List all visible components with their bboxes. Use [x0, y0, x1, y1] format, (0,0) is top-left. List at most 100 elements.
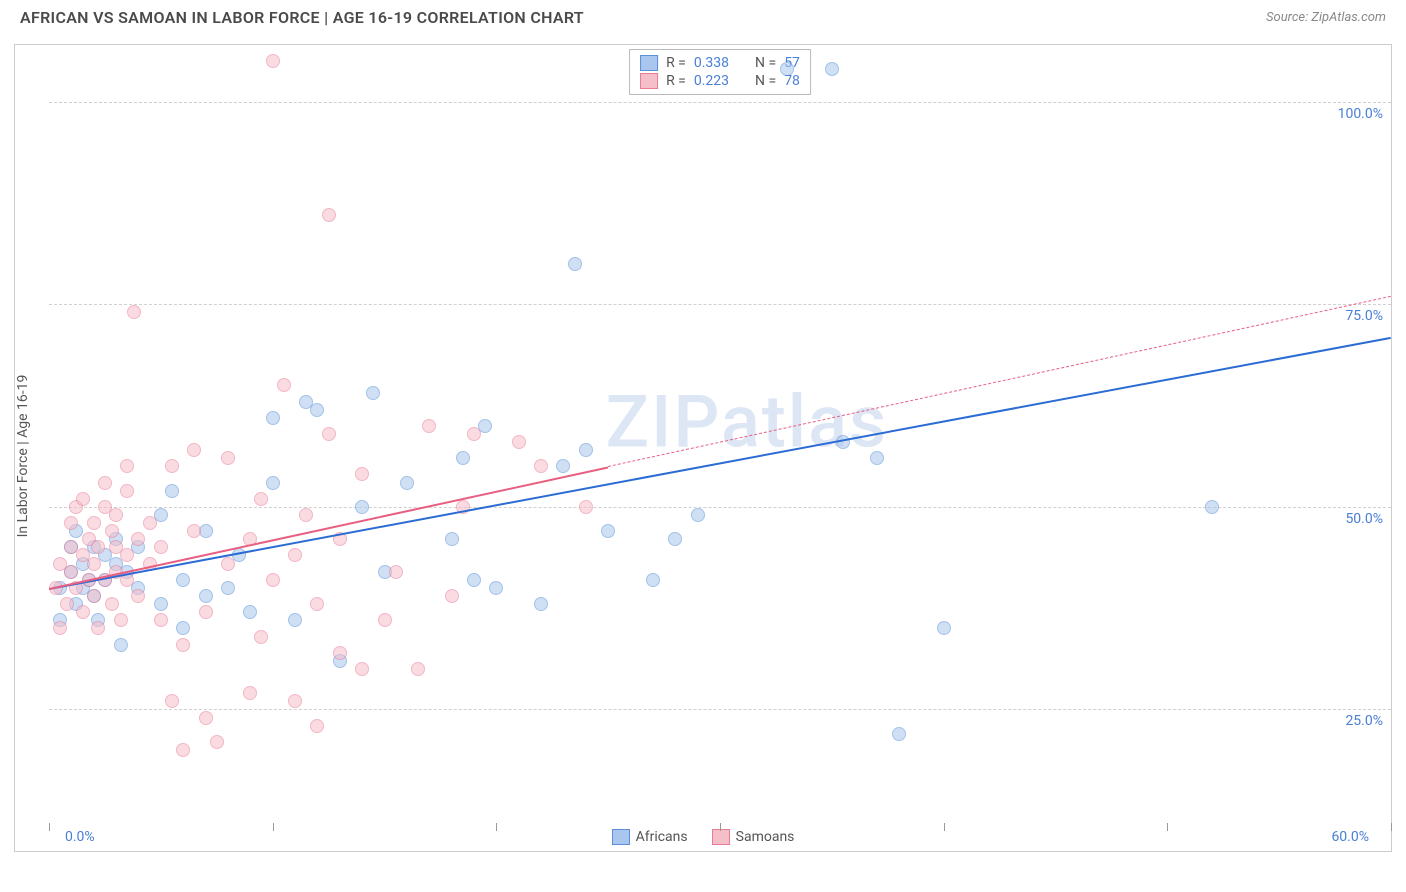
legend-r-label: R = — [666, 73, 686, 89]
legend-n-label: N = — [755, 73, 776, 89]
scatter-point — [378, 613, 392, 627]
x-tick — [720, 823, 721, 831]
scatter-point — [333, 646, 347, 660]
scatter-point — [127, 305, 141, 319]
scatter-point — [467, 427, 481, 441]
scatter-point — [165, 459, 179, 473]
y-axis-title: In Labor Force | Age 16-19 — [15, 375, 31, 538]
trend-line — [49, 337, 1391, 590]
scatter-point — [64, 565, 78, 579]
scatter-point — [243, 605, 257, 619]
scatter-point — [288, 548, 302, 562]
legend-n-label: N = — [755, 55, 776, 71]
scatter-point — [467, 573, 481, 587]
trend-line — [608, 296, 1391, 467]
scatter-point — [691, 508, 705, 522]
scatter-point — [892, 727, 906, 741]
scatter-point — [98, 476, 112, 490]
scatter-point — [114, 613, 128, 627]
x-tick — [944, 823, 945, 831]
scatter-point — [489, 581, 503, 595]
scatter-point — [266, 476, 280, 490]
gridline — [49, 102, 1391, 103]
scatter-point — [60, 597, 74, 611]
scatter-point — [120, 484, 134, 498]
scatter-point — [165, 484, 179, 498]
scatter-point — [389, 565, 403, 579]
legend-r-value: 0.223 — [694, 73, 729, 89]
scatter-point — [187, 524, 201, 538]
gridline — [49, 507, 1391, 508]
y-axis-label: 50.0% — [1345, 511, 1383, 527]
legend-swatch — [640, 73, 658, 89]
x-tick — [496, 823, 497, 831]
scatter-point — [165, 694, 179, 708]
scatter-point — [64, 516, 78, 530]
chart-source: Source: ZipAtlas.com — [1266, 10, 1386, 25]
gridline — [49, 709, 1391, 710]
x-tick — [273, 823, 274, 831]
scatter-point — [199, 711, 213, 725]
y-axis-label: 25.0% — [1345, 713, 1383, 729]
chart-header: AFRICAN VS SAMOAN IN LABOR FORCE | AGE 1… — [0, 0, 1406, 31]
legend-row: R =0.223N =78 — [640, 72, 800, 90]
scatter-point — [445, 532, 459, 546]
scatter-point — [299, 508, 313, 522]
trend-line — [49, 466, 608, 589]
scatter-point — [143, 516, 157, 530]
scatter-point — [91, 540, 105, 554]
scatter-point — [109, 508, 123, 522]
x-tick — [49, 823, 50, 831]
scatter-point — [199, 589, 213, 603]
scatter-point — [176, 638, 190, 652]
scatter-point — [131, 589, 145, 603]
scatter-point — [310, 719, 324, 733]
plot-area: ZIPatlas R =0.338N =57R =0.223N =78 25.0… — [49, 45, 1391, 831]
legend-item: Samoans — [712, 829, 795, 845]
scatter-point — [266, 54, 280, 68]
scatter-point — [937, 621, 951, 635]
legend-label: Samoans — [736, 829, 795, 845]
scatter-point — [411, 662, 425, 676]
scatter-point — [601, 524, 615, 538]
chart-container: In Labor Force | Age 16-19 ZIPatlas R = 0… — [14, 44, 1392, 852]
scatter-point — [668, 532, 682, 546]
scatter-point — [568, 257, 582, 271]
scatter-point — [87, 589, 101, 603]
scatter-point — [322, 208, 336, 222]
scatter-point — [646, 573, 660, 587]
legend-swatch — [712, 829, 730, 845]
scatter-point — [310, 403, 324, 417]
scatter-point — [120, 548, 134, 562]
legend-item: Africans — [612, 829, 688, 845]
legend-r-label: R = — [666, 55, 686, 71]
scatter-point — [1205, 500, 1219, 514]
scatter-point — [825, 62, 839, 76]
scatter-point — [366, 386, 380, 400]
legend-r-value: 0.338 — [694, 55, 729, 71]
scatter-point — [780, 62, 794, 76]
scatter-point — [355, 467, 369, 481]
scatter-point — [187, 443, 201, 457]
scatter-point — [400, 476, 414, 490]
x-tick — [1167, 823, 1168, 831]
scatter-point — [254, 492, 268, 506]
scatter-point — [120, 459, 134, 473]
scatter-point — [76, 492, 90, 506]
scatter-point — [87, 557, 101, 571]
scatter-point — [288, 694, 302, 708]
legend-swatch — [640, 55, 658, 71]
scatter-point — [221, 451, 235, 465]
scatter-point — [556, 459, 570, 473]
scatter-point — [456, 451, 470, 465]
legend-series: Africans Samoans — [15, 829, 1391, 845]
scatter-point — [322, 427, 336, 441]
scatter-point — [534, 459, 548, 473]
scatter-point — [114, 638, 128, 652]
scatter-point — [266, 411, 280, 425]
scatter-point — [131, 532, 145, 546]
scatter-point — [176, 573, 190, 587]
scatter-point — [199, 605, 213, 619]
scatter-point — [176, 621, 190, 635]
watermark: ZIPatlas — [606, 380, 888, 465]
